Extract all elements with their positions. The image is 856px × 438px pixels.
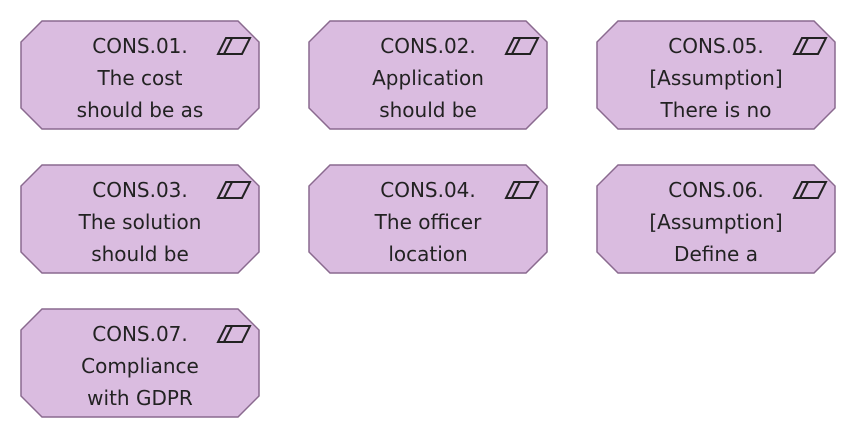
octagon-shape <box>596 164 836 274</box>
node-line-3: location <box>388 242 468 266</box>
node-id: CONS.04. <box>380 178 476 202</box>
node-text: CONS.06. [Assumption] Define a <box>596 174 836 270</box>
node-line-2: [Assumption] <box>649 66 783 90</box>
constraint-node-cons-04[interactable]: CONS.04. The officer location <box>308 164 548 274</box>
node-line-3: should be <box>379 98 477 122</box>
node-text: CONS.04. The officer location <box>308 174 548 270</box>
constraint-parallelogram-icon <box>504 37 540 55</box>
octagon-shape <box>308 164 548 274</box>
node-id: CONS.06. <box>668 178 764 202</box>
node-line-3: with GDPR <box>87 386 193 410</box>
node-id: CONS.03. <box>92 178 188 202</box>
constraint-node-cons-05[interactable]: CONS.05. [Assumption] There is no <box>596 20 836 130</box>
node-line-2: The solution <box>78 210 202 234</box>
node-text: CONS.01. The cost should be as <box>20 30 260 126</box>
octagon-shape <box>308 20 548 130</box>
node-line-2: The cost <box>97 66 183 90</box>
node-text: CONS.05. [Assumption] There is no <box>596 30 836 126</box>
node-line-3: Define a <box>674 242 758 266</box>
node-id: CONS.01. <box>92 34 188 58</box>
node-line-3: There is no <box>660 98 772 122</box>
constraint-parallelogram-icon <box>504 181 540 199</box>
constraint-node-cons-03[interactable]: CONS.03. The solution should be <box>20 164 260 274</box>
octagon-shape <box>20 20 260 130</box>
node-line-2: [Assumption] <box>649 210 783 234</box>
node-text: CONS.03. The solution should be <box>20 174 260 270</box>
constraint-parallelogram-icon <box>216 37 252 55</box>
constraint-node-cons-01[interactable]: CONS.01. The cost should be as <box>20 20 260 130</box>
constraint-node-cons-07[interactable]: CONS.07. Compliance with GDPR <box>20 308 260 418</box>
node-line-2: Application <box>372 66 484 90</box>
constraint-parallelogram-icon <box>216 181 252 199</box>
node-line-3: should be <box>91 242 189 266</box>
node-line-2: The officer <box>374 210 482 234</box>
constraint-node-cons-02[interactable]: CONS.02. Application should be <box>308 20 548 130</box>
node-text: CONS.07. Compliance with GDPR <box>20 318 260 414</box>
node-line-3: should be as <box>76 98 204 122</box>
constraint-parallelogram-icon <box>792 37 828 55</box>
constraint-parallelogram-icon <box>216 325 252 343</box>
node-id: CONS.05. <box>668 34 764 58</box>
octagon-shape <box>20 308 260 418</box>
node-id: CONS.07. <box>92 322 188 346</box>
constraint-node-cons-06[interactable]: CONS.06. [Assumption] Define a <box>596 164 836 274</box>
node-text: CONS.02. Application should be <box>308 30 548 126</box>
node-line-2: Compliance <box>81 354 199 378</box>
octagon-shape <box>20 164 260 274</box>
constraint-parallelogram-icon <box>792 181 828 199</box>
node-id: CONS.02. <box>380 34 476 58</box>
octagon-shape <box>596 20 836 130</box>
